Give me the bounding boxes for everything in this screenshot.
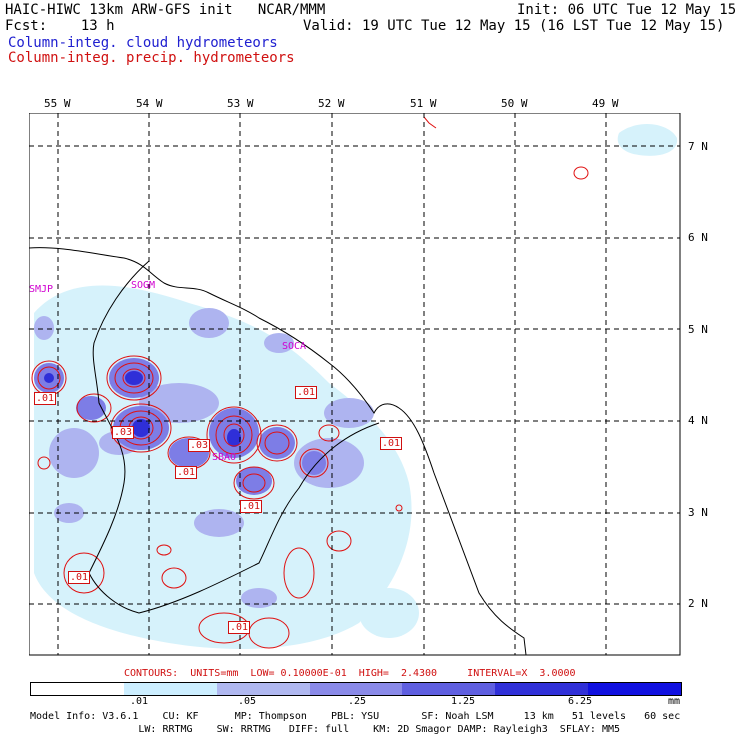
lon-label: 50 W [501,97,528,110]
colorbar-swatch [588,683,682,695]
place-label: SMJP [29,284,54,295]
lat-label: 5 N [688,323,708,336]
contours-info: CONTOURS: UNITS=mm LOW= 0.10000E-01 HIGH… [124,668,576,679]
init-time: Init: 06 UTC Tue 12 May 15 [517,2,737,18]
lon-label: 54 W [136,97,163,110]
contour-label: .01 [380,437,403,450]
model-info-line2: LW: RRTMG SW: RRTMG DIFF: full KM: 2D Sm… [30,724,621,735]
lon-label: 49 W [592,97,619,110]
lon-label: 52 W [318,97,345,110]
place-label: SOGM [131,280,156,291]
cloud-field-core [44,371,241,447]
map-plot [29,113,681,656]
contour-label: .03 [112,426,135,439]
colorbar-swatch [495,683,589,695]
lat-lon-grid [29,113,680,655]
contour-label: .01 [175,466,198,479]
lon-label: 51 W [410,97,437,110]
coastline [29,247,527,656]
colorbar-swatch [309,683,403,695]
colorbar-swatch [216,683,310,695]
model-info-line1: Model Info: V3.6.1 CU: KF MP: Thompson P… [30,711,681,722]
contour-label: .03 [188,439,211,452]
contour-label: .01 [68,571,91,584]
colorbar-swatch [402,683,496,695]
lat-label: 6 N [688,231,708,244]
field-precip-label: Column-integ. precip. hydrometeors [8,50,295,66]
field-cloud-label: Column-integ. cloud hydrometeors [8,35,278,51]
forecast-hour: Fcst: 13 h [5,18,115,34]
colorbar-swatch [123,683,217,695]
lon-label: 55 W [44,97,71,110]
contour-label: .01 [240,500,263,513]
valid-time: Valid: 19 UTC Tue 12 May 15 (16 LST Tue … [303,18,725,34]
precip-contours [31,116,589,649]
colorbar-tick: 6.25 [568,696,593,707]
colorbar-tick: 1.25 [451,696,476,707]
colorbar-units: mm [668,696,681,707]
colorbar-tick: .05 [238,696,257,707]
place-label: SBAO [212,452,237,463]
contour-label: .01 [295,386,318,399]
title-left: HAIC-HIWC 13km ARW-GFS init NCAR/MMM [5,2,326,18]
colorbar-tick: .01 [130,696,149,707]
colorbar [30,682,682,696]
colorbar-tick: .25 [348,696,367,707]
contour-label: .01 [228,621,251,634]
lat-label: 4 N [688,414,708,427]
lat-label: 7 N [688,140,708,153]
lat-label: 2 N [688,597,708,610]
contour-label: .01 [34,392,57,405]
lon-label: 53 W [227,97,254,110]
lat-label: 3 N [688,506,708,519]
place-label: SOCA [282,341,307,352]
colorbar-swatch [31,683,124,695]
